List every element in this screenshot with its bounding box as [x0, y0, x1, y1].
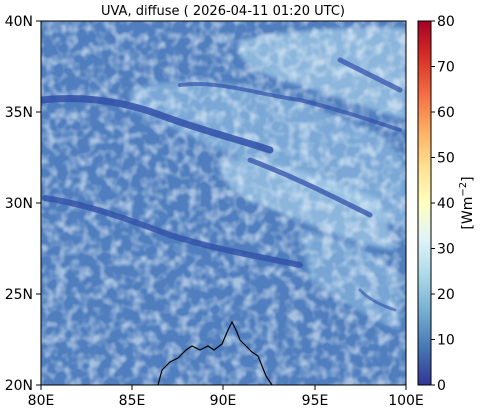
colorbar-tick-labels: 80 70 60 50 40 30 20 10 0: [437, 14, 455, 394]
colorbar-gradient: [417, 20, 432, 386]
map-panel: 40N 35N 30N 25N 20N 80E 85E 90E 95E 100E: [5, 14, 424, 409]
colorbar-tick-label: 60: [437, 105, 455, 121]
x-tick-label: 85E: [119, 393, 146, 409]
colorbar-tick-label: 30: [437, 242, 455, 258]
x-tick-label: 95E: [302, 393, 329, 409]
y-tick-label: 30N: [5, 196, 33, 212]
y-tick-label: 35N: [5, 105, 33, 121]
y-tick-label: 40N: [5, 14, 33, 30]
x-axis: 80E 85E 90E 95E 100E: [28, 385, 424, 409]
colorbar-tick-label: 70: [437, 60, 455, 76]
colorbar-tick-label: 20: [437, 287, 455, 303]
y-axis: 40N 35N 30N 25N 20N: [5, 14, 41, 394]
x-tick-label: 80E: [28, 393, 55, 409]
x-tick-label: 100E: [388, 393, 424, 409]
colorbar-label: [Wm−2]: [458, 176, 476, 229]
colorbar-tick-label: 80: [437, 14, 455, 30]
coastline: [157, 320, 273, 385]
dark-bands: [41, 57, 403, 312]
colorbar-label-close: ]: [460, 176, 476, 181]
x-tick-label: 90E: [210, 393, 237, 409]
y-tick-label: 20N: [5, 378, 33, 394]
colorbar-tick-label: 40: [437, 196, 455, 212]
colorbar-tick-label: 10: [437, 333, 455, 349]
colorbar-ticks: [431, 20, 435, 386]
colorbar: 80 70 60 50 40 30 20 10 0 [Wm−2]: [417, 14, 476, 394]
colorbar-label-main: [Wm: [460, 197, 476, 230]
colorbar-tick-label: 50: [437, 151, 455, 167]
colorbar-tick-label: 0: [437, 378, 446, 394]
map-title: UVA, diffuse ( 2026-04-11 01:20 UTC): [101, 4, 345, 19]
colorbar-label-exponent: −2: [458, 182, 469, 197]
y-tick-label: 25N: [5, 287, 33, 303]
